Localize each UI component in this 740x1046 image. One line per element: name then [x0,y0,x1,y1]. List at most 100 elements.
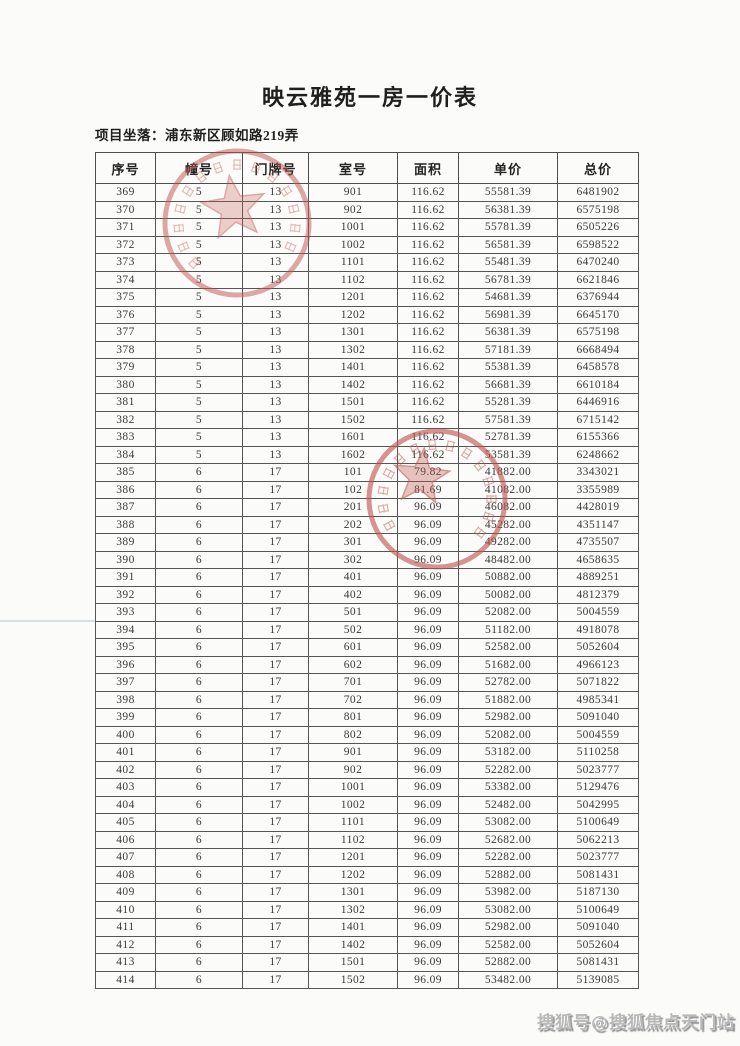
table-cell: 400 [95,725,156,744]
table-cell: 96.09 [397,568,459,587]
table-row: 374 5 13 1102 116.62 56781.39 6621846 [95,270,639,289]
table-cell: 116.62 [397,218,459,237]
table-cell: 116.62 [397,235,459,254]
table-row: 408 6 17 1202 96.09 52882.00 5081431 [95,865,639,884]
table-cell: 13 [242,270,309,289]
table-cell: 5110258 [557,743,639,762]
table-row: 376 5 13 1202 116.62 56981.39 6645170 [95,305,639,324]
table-cell: 5042995 [557,795,639,814]
table-cell: 398 [95,690,156,709]
table-cell: 5 [155,253,243,272]
table-cell: 413 [95,953,156,972]
table-cell: 373 [95,253,156,272]
table-row: 381 5 13 1501 116.62 55281.39 6446916 [95,393,639,412]
table-cell: 375 [95,288,156,307]
price-table-header: 序号 幢号 门牌号 室号 面积 单价 总价 [95,152,639,184]
table-cell: 17 [242,795,309,814]
table-cell: 5004559 [557,725,639,744]
table-cell: 1101 [308,813,398,832]
table-cell: 57581.39 [458,410,558,429]
table-cell: 52782.00 [458,673,558,692]
table-cell: 5081431 [557,953,639,972]
table-cell: 17 [242,743,309,762]
table-row: 393 6 17 501 96.09 52082.00 5004559 [95,603,639,622]
table-cell: 17 [242,603,309,622]
table-cell: 101 [308,463,398,482]
table-cell: 116.62 [397,305,459,324]
table-cell: 1601 [308,428,398,447]
table-row: 370 5 13 902 116.62 56381.39 6575198 [95,200,639,219]
table-cell: 6 [155,970,243,989]
table-row: 372 5 13 1002 116.62 56581.39 6598522 [95,235,639,254]
table-cell: 1402 [308,375,398,394]
table-cell: 96.09 [397,918,459,937]
table-cell: 17 [242,533,309,552]
table-cell: 116.62 [397,253,459,272]
table-cell: 4985341 [557,690,639,709]
table-cell: 6248662 [557,445,639,464]
table-cell: 17 [242,638,309,657]
table-row: 398 6 17 702 96.09 51882.00 4985341 [95,690,639,709]
table-cell: 13 [242,428,309,447]
table-cell: 406 [95,830,156,849]
table-cell: 41082.00 [458,480,558,499]
table-cell: 402 [308,585,398,604]
table-cell: 412 [95,935,156,954]
table-cell: 52582.00 [458,935,558,954]
table-row: 407 6 17 1201 96.09 52282.00 5023777 [95,848,639,867]
table-cell: 393 [95,603,156,622]
table-cell: 5 [155,183,243,202]
table-cell: 52982.00 [458,918,558,937]
table-cell: 6 [155,533,243,552]
table-cell: 6 [155,865,243,884]
table-cell: 96.09 [397,778,459,797]
table-cell: 6575198 [557,323,639,342]
table-cell: 701 [308,673,398,692]
table-cell: 13 [242,253,309,272]
table-cell: 96.09 [397,883,459,902]
table-cell: 5100649 [557,900,639,919]
table-cell: 1002 [308,235,398,254]
table-cell: 13 [242,358,309,377]
table-cell: 379 [95,358,156,377]
table-cell: 801 [308,708,398,727]
table-cell: 5081431 [557,865,639,884]
table-cell: 13 [242,183,309,202]
table-cell: 51182.00 [458,620,558,639]
table-cell: 13 [242,375,309,394]
table-cell: 407 [95,848,156,867]
table-cell: 4428019 [557,498,639,517]
table-cell: 52282.00 [458,848,558,867]
table-cell: 5071822 [557,673,639,692]
table-cell: 53182.00 [458,743,558,762]
table-cell: 96.09 [397,743,459,762]
table-cell: 56381.39 [458,323,558,342]
table-cell: 1602 [308,445,398,464]
table-row: 383 5 13 1601 116.62 52781.39 6155366 [95,428,639,447]
table-cell: 902 [308,760,398,779]
table-cell: 6 [155,498,243,517]
table-cell: 116.62 [397,270,459,289]
table-cell: 1201 [308,848,398,867]
table-cell: 116.62 [397,323,459,342]
table-cell: 702 [308,690,398,709]
table-cell: 602 [308,655,398,674]
table-cell: 6 [155,935,243,954]
table-cell: 395 [95,638,156,657]
column-header-1: 幢号 [155,152,243,184]
table-cell: 6 [155,725,243,744]
table-cell: 6155366 [557,428,639,447]
table-cell: 116.62 [397,358,459,377]
table-row: 373 5 13 1101 116.62 55481.39 6470240 [95,253,639,272]
price-table: 序号 幢号 门牌号 室号 面积 单价 总价 369 5 13 901 116.62 55581.39 6… [95,152,639,989]
table-cell: 5062213 [557,830,639,849]
table-row: 371 5 13 1001 116.62 55781.39 6505226 [95,218,639,237]
table-cell: 1301 [308,323,398,342]
table-cell: 13 [242,218,309,237]
table-cell: 17 [242,655,309,674]
table-cell: 52482.00 [458,795,558,814]
table-cell: 6 [155,813,243,832]
table-cell: 1301 [308,883,398,902]
table-row: 389 6 17 301 96.09 49282.00 4735507 [95,533,639,552]
table-cell: 17 [242,935,309,954]
